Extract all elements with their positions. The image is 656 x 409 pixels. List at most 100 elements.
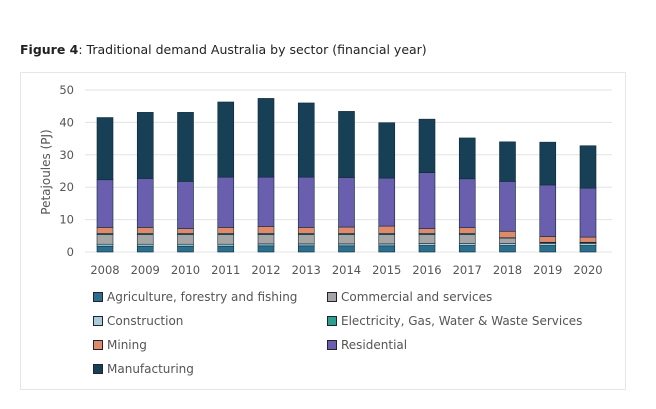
bar-segment-commercial-and-services-2008 xyxy=(96,234,114,245)
bar-segment-residential-2011 xyxy=(217,176,235,228)
bar-segment-commercial-and-services-2013 xyxy=(297,234,315,245)
bar-segment-agriculture-forestry-and-fishing-2020 xyxy=(579,245,597,253)
bar-segment-agriculture-forestry-and-fishing-2008 xyxy=(96,245,114,253)
legend-swatch xyxy=(93,340,103,350)
bar-segment-agriculture-forestry-and-fishing-2017 xyxy=(458,245,476,253)
bar-segment-mining-2019 xyxy=(539,236,557,243)
legend-label: Mining xyxy=(107,338,147,352)
bar-segment-commercial-and-services-2016 xyxy=(418,234,436,244)
bar-segment-manufacturing-2017 xyxy=(458,137,476,180)
bar-segment-manufacturing-2012 xyxy=(257,98,275,178)
bar-segment-manufacturing-2013 xyxy=(297,102,315,178)
bar-segment-commercial-and-services-2015 xyxy=(378,234,396,245)
figure-title: Figure 4: Traditional demand Australia b… xyxy=(20,42,427,57)
bar-segment-agriculture-forestry-and-fishing-2010 xyxy=(177,245,194,253)
bar-segment-mining-2012 xyxy=(257,226,275,234)
x-tick-label: 2019 xyxy=(533,263,562,277)
bar-segment-residential-2012 xyxy=(257,176,275,227)
y-tick-label: 10 xyxy=(59,213,74,227)
bar-segment-residential-2008 xyxy=(96,179,114,228)
bar-segment-manufacturing-2014 xyxy=(338,111,355,178)
x-tick-label: 2008 xyxy=(90,263,119,277)
bar-segment-mining-2016 xyxy=(418,228,436,234)
bar-segment-mining-2008 xyxy=(96,227,114,234)
x-tick-label: 2013 xyxy=(292,263,321,277)
legend-label: Agriculture, forestry and fishing xyxy=(107,290,298,304)
bar-segment-commercial-and-services-2017 xyxy=(458,234,476,244)
bar-segment-agriculture-forestry-and-fishing-2014 xyxy=(338,245,355,253)
bar-segment-agriculture-forestry-and-fishing-2011 xyxy=(217,245,235,253)
bar-segment-agriculture-forestry-and-fishing-2018 xyxy=(499,245,516,253)
bar-segment-residential-2019 xyxy=(539,184,557,237)
x-tick-label: 2012 xyxy=(251,263,280,277)
bar-segment-manufacturing-2019 xyxy=(539,141,557,186)
legend-label: Manufacturing xyxy=(107,362,194,376)
bar-segment-mining-2013 xyxy=(297,227,315,234)
bar-segment-mining-2020 xyxy=(579,236,597,243)
bar-segment-agriculture-forestry-and-fishing-2019 xyxy=(539,245,557,253)
legend-item: Residential xyxy=(327,338,407,352)
legend-swatch xyxy=(93,364,103,374)
bar-segment-mining-2010 xyxy=(177,228,194,234)
x-tick-label: 2011 xyxy=(211,263,240,277)
x-tick-label: 2014 xyxy=(332,263,361,277)
legend-swatch xyxy=(327,316,337,326)
bar-segment-agriculture-forestry-and-fishing-2015 xyxy=(378,245,396,253)
legend-item: Mining xyxy=(93,338,147,352)
bar-segment-residential-2009 xyxy=(136,178,154,228)
x-tick-label: 2010 xyxy=(171,263,200,277)
y-tick-label: 30 xyxy=(59,148,74,162)
bar-segment-manufacturing-2018 xyxy=(499,141,516,182)
bar-segment-commercial-and-services-2018 xyxy=(499,237,516,244)
bar-segment-mining-2018 xyxy=(499,230,516,239)
chart-frame xyxy=(20,72,626,390)
bar-segment-agriculture-forestry-and-fishing-2009 xyxy=(136,245,154,253)
x-tick-label: 2020 xyxy=(573,263,602,277)
bar-segment-mining-2011 xyxy=(217,227,235,234)
figure-label: Figure 4 xyxy=(20,42,79,57)
bar-segment-mining-2015 xyxy=(378,225,396,234)
bar-segment-residential-2013 xyxy=(297,176,315,228)
x-tick-label: 2015 xyxy=(372,263,401,277)
legend-item: Agriculture, forestry and fishing xyxy=(93,290,297,304)
y-tick-label: 0 xyxy=(67,245,74,259)
bar-segment-agriculture-forestry-and-fishing-2013 xyxy=(297,245,315,253)
legend-label: Electricity, Gas, Water & Waste Services xyxy=(341,314,583,328)
bar-segment-residential-2010 xyxy=(177,181,194,229)
legend-label: Commercial and services xyxy=(341,290,493,304)
figure-title-text: : Traditional demand Australia by sector… xyxy=(78,42,427,57)
legend-swatch xyxy=(93,292,103,302)
bar-segment-commercial-and-services-2009 xyxy=(136,234,154,245)
bar-segment-commercial-and-services-2010 xyxy=(177,234,194,245)
bar-segment-mining-2014 xyxy=(338,226,355,234)
bar-segment-residential-2014 xyxy=(338,177,355,228)
bar-segment-agriculture-forestry-and-fishing-2016 xyxy=(418,245,436,253)
bar-segment-commercial-and-services-2012 xyxy=(257,234,275,245)
bar-segment-residential-2015 xyxy=(378,177,396,227)
legend-swatch xyxy=(93,316,103,326)
legend-label: Construction xyxy=(107,314,184,328)
bar-segment-agriculture-forestry-and-fishing-2012 xyxy=(257,245,275,253)
bar-segment-manufacturing-2016 xyxy=(418,118,436,173)
y-tick-label: 20 xyxy=(59,180,74,194)
bar-segment-manufacturing-2010 xyxy=(177,112,194,182)
bar-segment-mining-2009 xyxy=(136,227,154,234)
bar-segment-commercial-and-services-2011 xyxy=(217,234,235,245)
y-tick-label: 50 xyxy=(59,83,74,97)
bar-segment-residential-2018 xyxy=(499,181,516,232)
legend-item: Electricity, Gas, Water & Waste Services xyxy=(327,314,582,328)
y-tick-label: 40 xyxy=(59,115,74,129)
y-axis-label: Petajoules (PJ) xyxy=(39,129,53,214)
legend-item: Manufacturing xyxy=(93,362,194,376)
bar-segment-residential-2020 xyxy=(579,187,597,238)
bar-segment-residential-2016 xyxy=(418,172,436,229)
bar-segment-manufacturing-2008 xyxy=(96,117,114,181)
legend-item: Construction xyxy=(93,314,183,328)
legend-swatch xyxy=(327,340,337,350)
bar-segment-manufacturing-2020 xyxy=(579,145,597,189)
bar-segment-manufacturing-2011 xyxy=(217,101,235,178)
x-tick-label: 2017 xyxy=(453,263,482,277)
bar-segment-manufacturing-2009 xyxy=(136,112,154,179)
bar-segment-mining-2017 xyxy=(458,227,476,234)
